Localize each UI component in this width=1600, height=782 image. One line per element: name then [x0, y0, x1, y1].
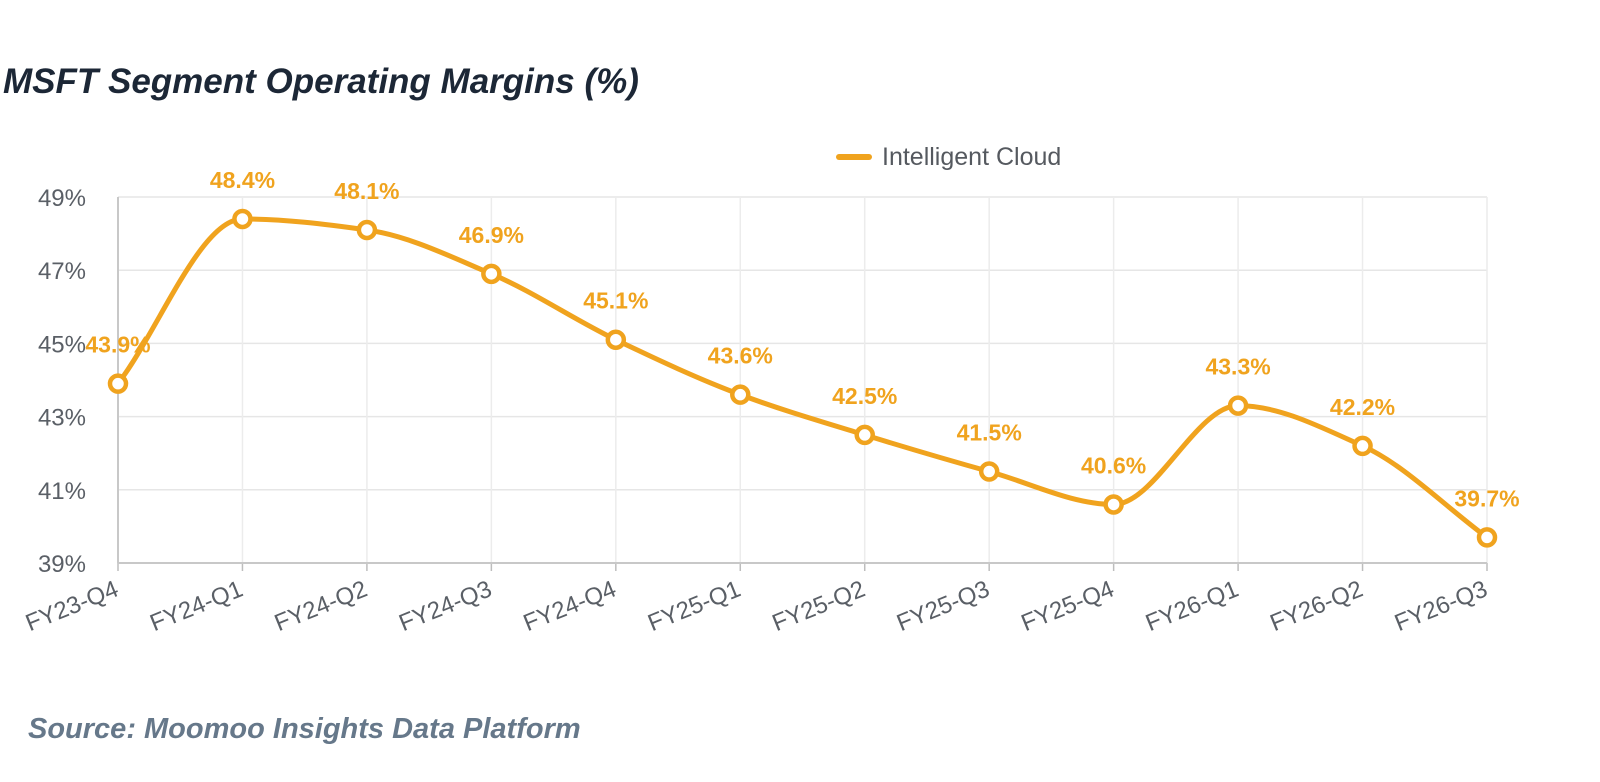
grid-lines: [118, 196, 1488, 563]
x-tick-label: FY23-Q4: [22, 576, 122, 638]
x-tick-label: FY26-Q2: [1266, 576, 1366, 638]
x-tick-label: FY24-Q2: [271, 576, 371, 638]
data-label: 42.2%: [1330, 394, 1395, 420]
legend-swatch: [836, 154, 872, 160]
y-tick-label: 43%: [38, 405, 86, 432]
data-label: 42.5%: [832, 383, 897, 409]
legend[interactable]: Intelligent Cloud: [836, 139, 1061, 175]
series-line-intelligent-cloud: [115, 216, 1490, 540]
data-labels: 43.9% 48.4% 48.1% 46.9% 45.1% 43.6% 42.5% 41.5%…: [85, 167, 1519, 511]
x-tick-label: FY26-Q3: [1391, 576, 1491, 638]
x-tick-label: FY25-Q3: [893, 576, 993, 638]
data-label: 45.1%: [583, 288, 648, 314]
data-point[interactable]: [1352, 435, 1373, 457]
x-tick-label: FY24-Q4: [520, 576, 620, 638]
data-label: 48.4%: [210, 167, 275, 193]
data-point[interactable]: [730, 384, 751, 405]
axes: [117, 197, 1488, 571]
y-tick-label: 39%: [38, 551, 86, 578]
data-markers: [107, 208, 1498, 548]
data-label: 40.6%: [1081, 452, 1146, 478]
x-tick-label: FY25-Q2: [769, 576, 869, 638]
data-label: 48.1%: [334, 178, 399, 204]
data-point[interactable]: [605, 329, 627, 350]
y-tick-label: 49%: [38, 185, 86, 212]
chart-title: MSFT Segment Operating Margins (%): [3, 62, 639, 101]
x-tick-label: FY24-Q1: [146, 576, 246, 638]
y-tick-label: 47%: [38, 258, 86, 285]
y-tick-label: 41%: [38, 478, 86, 505]
data-point[interactable]: [232, 208, 253, 230]
data-point[interactable]: [107, 373, 129, 394]
data-label: 43.3%: [1205, 354, 1270, 380]
data-point[interactable]: [1476, 527, 1498, 548]
data-point[interactable]: [1227, 395, 1249, 416]
source-note: Source: Moomoo Insights Data Platform: [28, 713, 581, 745]
data-label: 46.9%: [459, 222, 524, 248]
x-tick-label: FY25-Q4: [1017, 576, 1117, 638]
data-point[interactable]: [356, 219, 378, 241]
data-label: 41.5%: [957, 420, 1022, 446]
data-label: 39.7%: [1454, 485, 1519, 511]
y-tick-label: 45%: [38, 331, 86, 358]
x-tick-labels: FY23-Q4 FY24-Q1 FY24-Q2 FY24-Q3 FY24-Q4 FY25-…: [22, 576, 1491, 638]
data-point[interactable]: [481, 263, 502, 285]
x-tick-label: FY25-Q1: [644, 576, 744, 638]
x-tick-label: FY26-Q1: [1142, 576, 1242, 638]
data-point[interactable]: [1103, 494, 1124, 515]
y-tick-labels: 39% 41% 43% 45% 47% 49%: [38, 185, 86, 578]
line-chart: 39% 41% 43% 45% 47% 49% FY23-Q4 FY24-Q1 FY24-Q2…: [22, 167, 1520, 638]
data-label: 43.6%: [708, 343, 773, 369]
data-label: 43.9%: [85, 332, 150, 358]
data-point[interactable]: [978, 461, 1000, 482]
data-point[interactable]: [854, 424, 875, 446]
x-tick-label: FY24-Q3: [395, 576, 495, 638]
legend-label: Intelligent Cloud: [882, 142, 1062, 171]
